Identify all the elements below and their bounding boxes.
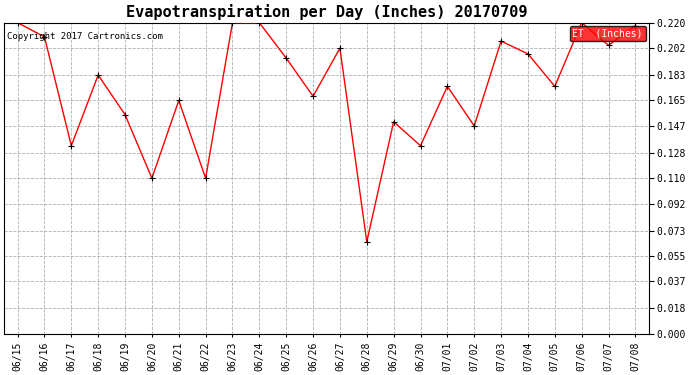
Title: Evapotranspiration per Day (Inches) 20170709: Evapotranspiration per Day (Inches) 2017… <box>126 4 527 20</box>
Legend: ET  (Inches): ET (Inches) <box>569 26 646 42</box>
Text: Copyright 2017 Cartronics.com: Copyright 2017 Cartronics.com <box>8 32 164 41</box>
